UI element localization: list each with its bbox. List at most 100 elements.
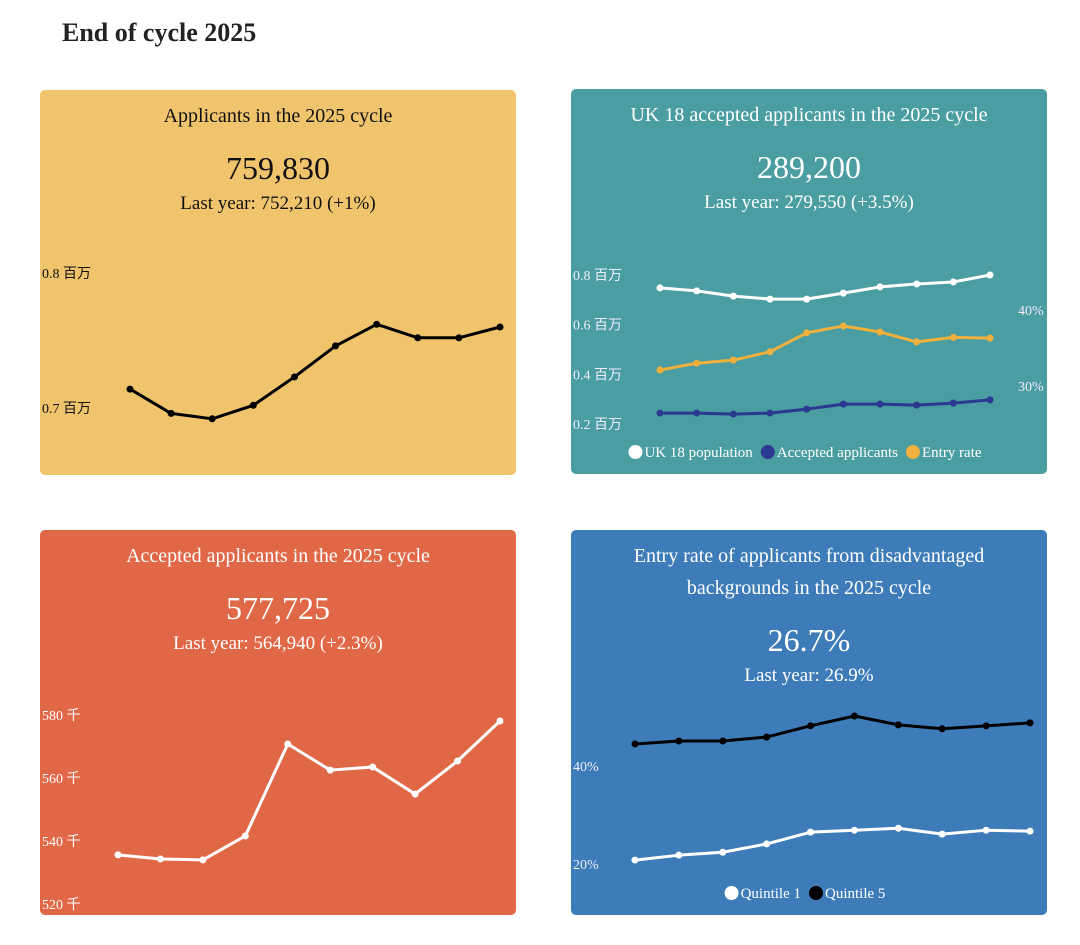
- data-point[interactable]: [766, 409, 774, 417]
- data-point[interactable]: [839, 322, 847, 330]
- legend-swatch[interactable]: [628, 445, 643, 459]
- data-point[interactable]: [986, 396, 994, 404]
- data-point[interactable]: [913, 401, 921, 409]
- data-point[interactable]: [199, 856, 207, 864]
- y-tick-label: 0.4 百万: [573, 367, 622, 383]
- data-point[interactable]: [986, 334, 994, 342]
- y-tick-label: 0.2 百万: [573, 417, 622, 433]
- disadvantaged-card: Entry rate of applicants from disadvanta…: [571, 530, 1047, 915]
- data-point[interactable]: [729, 292, 737, 300]
- data-point[interactable]: [894, 824, 902, 832]
- data-point[interactable]: [675, 851, 683, 859]
- applicants-chart: 0.8 百万 0.7 百万: [42, 266, 504, 423]
- data-point[interactable]: [719, 848, 727, 856]
- data-point[interactable]: [850, 826, 858, 834]
- data-point[interactable]: [876, 400, 884, 408]
- data-point[interactable]: [414, 334, 422, 342]
- data-point[interactable]: [656, 366, 664, 374]
- data-point[interactable]: [913, 280, 921, 288]
- data-point[interactable]: [455, 334, 463, 342]
- data-point[interactable]: [126, 385, 134, 393]
- y-tick-label: 520 千: [42, 897, 81, 913]
- data-point[interactable]: [876, 328, 884, 336]
- data-point[interactable]: [719, 737, 727, 745]
- data-point[interactable]: [326, 766, 334, 774]
- data-point[interactable]: [763, 840, 771, 848]
- data-point[interactable]: [986, 271, 994, 279]
- card-value: 759,830: [226, 150, 330, 186]
- card-value: 577,725: [226, 590, 330, 626]
- data-point[interactable]: [876, 283, 884, 291]
- data-point[interactable]: [454, 757, 462, 765]
- legend: Quintile 1 Quintile 5: [724, 886, 885, 902]
- data-point[interactable]: [807, 722, 815, 730]
- data-point[interactable]: [982, 722, 990, 730]
- data-point[interactable]: [693, 359, 701, 367]
- data-point[interactable]: [208, 415, 216, 423]
- data-point[interactable]: [241, 832, 249, 840]
- data-point[interactable]: [373, 320, 381, 328]
- data-point[interactable]: [249, 401, 257, 409]
- data-point[interactable]: [982, 826, 990, 834]
- legend-label[interactable]: UK 18 population: [644, 445, 753, 461]
- legend-label[interactable]: Quintile 5: [825, 886, 885, 902]
- legend-swatch[interactable]: [905, 445, 920, 459]
- legend-label[interactable]: Quintile 1: [741, 886, 801, 902]
- data-point[interactable]: [913, 338, 921, 346]
- data-point[interactable]: [949, 333, 957, 341]
- data-point[interactable]: [631, 856, 639, 864]
- legend: UK 18 population Accepted applicants Entry…: [628, 445, 982, 461]
- data-point[interactable]: [803, 329, 811, 337]
- card-title: Accepted applicants in the 2025 cycle: [126, 545, 430, 567]
- data-point[interactable]: [496, 323, 504, 331]
- data-point[interactable]: [949, 399, 957, 407]
- data-point[interactable]: [114, 851, 122, 859]
- data-point[interactable]: [1026, 719, 1034, 727]
- data-point[interactable]: [894, 721, 902, 729]
- y-tick-label: 40%: [573, 760, 599, 775]
- series-line: [659, 273, 991, 301]
- data-point[interactable]: [156, 855, 164, 863]
- data-point[interactable]: [807, 828, 815, 836]
- legend-label[interactable]: Entry rate: [922, 445, 982, 461]
- data-point[interactable]: [766, 348, 774, 356]
- data-point[interactable]: [763, 733, 771, 741]
- data-point[interactable]: [938, 830, 946, 838]
- data-point[interactable]: [693, 287, 701, 295]
- data-point[interactable]: [938, 725, 946, 733]
- data-point[interactable]: [496, 717, 504, 725]
- data-point[interactable]: [656, 409, 664, 417]
- data-point[interactable]: [693, 409, 701, 417]
- legend-label[interactable]: Accepted applicants: [777, 445, 898, 461]
- data-point[interactable]: [631, 740, 639, 748]
- y-tick-label: 0.8 百万: [573, 268, 622, 284]
- legend-swatch[interactable]: [809, 886, 823, 900]
- data-point[interactable]: [729, 410, 737, 418]
- data-point[interactable]: [332, 342, 340, 350]
- data-point[interactable]: [369, 763, 377, 771]
- data-point[interactable]: [766, 295, 774, 303]
- legend-swatch[interactable]: [760, 445, 775, 459]
- accepted-chart: 580 千 560 千 540 千 520 千: [42, 708, 504, 913]
- y-tick-label: 580 千: [42, 708, 81, 724]
- data-point[interactable]: [850, 712, 858, 720]
- data-point[interactable]: [839, 400, 847, 408]
- data-point[interactable]: [290, 373, 298, 381]
- data-point[interactable]: [411, 790, 419, 798]
- data-point[interactable]: [839, 289, 847, 297]
- data-point[interactable]: [167, 409, 175, 417]
- accepted-card: Accepted applicants in the 2025 cycle 57…: [40, 530, 516, 915]
- card-value: 289,200: [757, 149, 861, 185]
- data-point[interactable]: [729, 356, 737, 364]
- data-point[interactable]: [284, 740, 292, 748]
- data-point[interactable]: [1026, 827, 1034, 835]
- data-point[interactable]: [656, 284, 664, 292]
- card-title: Applicants in the 2025 cycle: [163, 105, 393, 127]
- data-point[interactable]: [949, 278, 957, 286]
- disadvantaged-chart: 40% 20% Quintile 1 Quintile 5: [573, 712, 1034, 902]
- data-point[interactable]: [803, 295, 811, 303]
- legend-swatch[interactable]: [724, 886, 739, 900]
- data-point[interactable]: [675, 737, 683, 745]
- data-point[interactable]: [803, 405, 811, 413]
- card-title: Entry rate of applicants from disadvanta…: [633, 545, 985, 599]
